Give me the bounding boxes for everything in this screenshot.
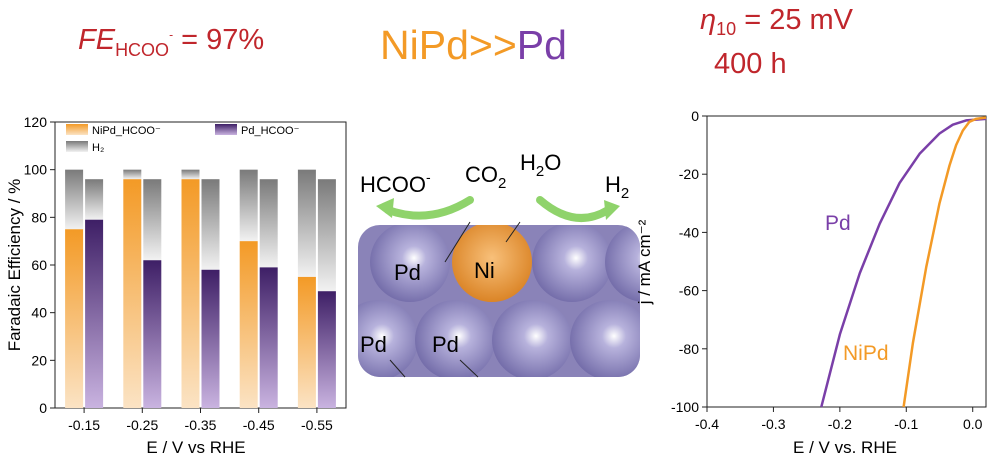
atom-label-pd-2: Pd [360, 332, 387, 357]
bond-line [505, 221, 521, 243]
bar-y-tick-label: 60 [31, 257, 47, 273]
bar-x-tick-label: -0.25 [126, 417, 158, 433]
h2o-label: H2O [520, 150, 561, 180]
h2-label: H2 [605, 172, 629, 202]
line-y-tick-label: -80 [679, 341, 699, 357]
bar-y-tick-label: 40 [31, 305, 47, 321]
nipd-hcoo-bar [239, 241, 258, 408]
bar-y-tick-label: 120 [24, 114, 48, 130]
atom-label-ni: Ni [474, 258, 495, 283]
pd-hcoo-bar [317, 291, 336, 408]
arrow-head [604, 200, 620, 220]
line-x-tick-label: 0.0 [963, 416, 983, 432]
legend-label-h2: H₂ [92, 142, 104, 154]
line-x-tick-label: -0.2 [828, 416, 852, 432]
pd-atom [570, 300, 640, 377]
pd-atom [370, 225, 450, 302]
pd-hcoo-bar [259, 267, 278, 408]
h2-bar [181, 169, 200, 180]
pd-hcoo-bar [143, 260, 162, 408]
legend-label-pd: Pd_HCOO⁻ [241, 125, 300, 137]
h2-bar [65, 169, 84, 230]
hcoo-label: HCOO- [360, 169, 431, 197]
pd-atom [358, 300, 418, 377]
legend-swatch-h2 [66, 141, 88, 152]
bar-y-tick-label: 0 [39, 400, 47, 416]
faradaic-efficiency-chart: 0 20 40 60 80 100 120 -0.15 -0.25 -0.35 -0.45 -0.5… [5, 114, 347, 457]
comparison-headline: NiPd>>Pd [380, 22, 567, 68]
line-x-tick-label: -0.4 [695, 416, 719, 432]
series-label-pd: Pd [825, 212, 851, 235]
nipd-hcoo-bar [123, 179, 142, 408]
pd-polarization-line [820, 117, 987, 408]
lifetime-headline: 400 h [714, 48, 787, 80]
arrow-head [376, 198, 394, 218]
h2-bar [85, 179, 104, 220]
line-y-tick-label: -20 [679, 166, 699, 182]
pd-hcoo-bar [85, 219, 104, 408]
bond-line [444, 221, 471, 263]
line-x-tick-label: -0.1 [894, 416, 918, 432]
bond-line [459, 359, 479, 378]
catalyst-schematic: Pd Ni Pd Pd HCOO- CO2 H2O H2 [358, 150, 640, 378]
line-y-tick-label: -60 [679, 283, 699, 299]
h2-bar [201, 179, 220, 270]
line-y-tick-label: -40 [679, 224, 699, 240]
ni-atom [452, 225, 532, 302]
h2-bar [317, 179, 336, 292]
nipd-hcoo-bar [181, 179, 200, 408]
line-plot-frame [706, 115, 987, 408]
bar-y-axis-label: Faradaic Efficiency / % [5, 179, 24, 352]
h2-bar [297, 169, 316, 277]
bar-x-axis-label: E / V vs RHE [146, 438, 245, 457]
co2-label: CO2 [465, 162, 506, 192]
bond-line [389, 359, 406, 378]
line-y-tick-label: 0 [691, 108, 699, 124]
bar-x-tick-label: -0.55 [301, 417, 333, 433]
bar-x-tick-label: -0.15 [68, 417, 100, 433]
bar-x-tick-label: -0.35 [185, 417, 217, 433]
pd-atom [415, 300, 495, 377]
legend-swatch-nipd [66, 124, 88, 135]
series-label-nipd: NiPd [843, 342, 889, 365]
h2-bar [259, 179, 278, 268]
bar-y-tick-label: 80 [31, 209, 47, 225]
atom-label-pd-1: Pd [394, 260, 421, 285]
bar-x-tick-label: -0.45 [243, 417, 275, 433]
h2-bar [143, 179, 162, 261]
h2-bar [239, 169, 258, 242]
overpotential-headline: η10 = 25 mV [700, 4, 854, 39]
nipd-polarization-line [902, 116, 987, 408]
legend-label-nipd: NiPd_HCOO⁻ [92, 125, 161, 137]
pd-atom [532, 225, 612, 302]
bar-y-tick-label: 100 [24, 162, 48, 178]
nipd-hcoo-bar [65, 229, 84, 408]
line-y-tick-label: -100 [671, 399, 699, 415]
atom-label-pd-3: Pd [432, 332, 459, 357]
bar-y-tick-label: 20 [31, 352, 47, 368]
fe-headline: FEHCOO- = 97% [78, 24, 265, 60]
h2o-reduction-arrow [536, 196, 612, 222]
pd-atom [492, 300, 572, 377]
co2-reduction-arrow [384, 196, 474, 220]
h2-bar [123, 169, 142, 180]
line-x-tick-label: -0.3 [761, 416, 785, 432]
legend-swatch-pd [215, 124, 237, 135]
pd-atom [605, 225, 640, 302]
nipd-hcoo-bar [297, 276, 316, 408]
polarization-curve-chart: 0 -20 -40 -60 -80 -100 -0.4 -0.3 -0.2 -0.1 0.0 E … [635, 108, 987, 457]
line-y-axis-label: j / mA cm⁻² [635, 219, 654, 305]
line-x-axis-label: E / V vs. RHE [793, 438, 897, 457]
pd-hcoo-bar [201, 269, 220, 408]
